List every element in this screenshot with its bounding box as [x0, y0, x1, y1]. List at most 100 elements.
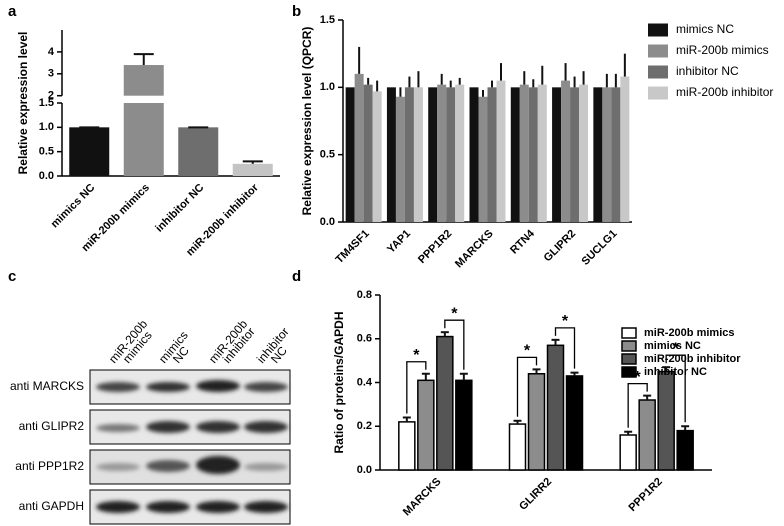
bar: [437, 84, 447, 222]
significance-label: *: [562, 313, 569, 330]
y-tick-label: 0.5: [320, 149, 335, 161]
y-axis-label: Ratio of proteins/GAPDH: [332, 311, 346, 453]
bar: [546, 344, 565, 471]
blot-row-label: anti PPP1R2: [15, 459, 84, 473]
x-tick-label: MARCKS: [401, 476, 444, 519]
y-tick-label: 1.0: [39, 121, 54, 133]
bar: [395, 96, 405, 222]
significance-bracket: [665, 354, 686, 423]
bar: [404, 87, 414, 222]
blot-row-label: anti MARCKS: [10, 379, 84, 393]
panel-label: b: [292, 3, 301, 20]
bar: [602, 87, 612, 222]
bar: [593, 87, 603, 222]
legend-label: miR-200b inhibitor: [676, 85, 773, 99]
legend-label: mimics NC: [644, 340, 701, 352]
bar: [565, 375, 584, 471]
significance-label: *: [451, 305, 458, 322]
legend-swatch: [648, 86, 668, 100]
y-tick-label: 0.5: [39, 146, 54, 158]
x-tick-label: PPP1R2: [627, 476, 665, 514]
legend-swatch: [648, 44, 668, 58]
bar: [417, 379, 435, 471]
significance-bracket: [406, 361, 427, 414]
bar: [386, 87, 396, 222]
x-tick-label: TM4SF1: [334, 228, 372, 266]
panel-label: d: [292, 268, 301, 285]
bar: [455, 379, 473, 471]
bar: [455, 84, 465, 222]
bar: [579, 84, 589, 222]
bar: [620, 76, 630, 222]
legend-label: miR-200b mimics: [676, 43, 769, 57]
blot-row-label: anti GLIPR2: [19, 419, 85, 433]
x-tick-label: PPP1R2: [416, 228, 454, 266]
bar: [413, 87, 423, 222]
y-tick-label: 0.0: [39, 170, 54, 182]
significance-bracket: [516, 356, 538, 417]
bar: [478, 96, 488, 222]
bar: [619, 434, 637, 471]
bar: [123, 65, 164, 176]
bar: [508, 423, 527, 471]
x-tick-label: GLIRR2: [517, 476, 554, 513]
bar: [537, 84, 547, 222]
x-tick-label: MARCKS: [453, 228, 496, 271]
x-tick-label: inhibitor NC: [153, 182, 206, 235]
y-tick-label: 1.5: [320, 14, 335, 26]
bar: [611, 87, 621, 222]
bar: [363, 84, 373, 222]
bands: [96, 380, 288, 513]
bar: [428, 87, 438, 222]
significance-bracket: [444, 319, 465, 370]
blot-row-label: anti GAPDH: [19, 499, 84, 513]
significance-label: *: [524, 343, 531, 360]
legend-swatch: [621, 366, 637, 378]
x-tick-label: SUCLG1: [579, 228, 619, 268]
bar: [561, 80, 571, 222]
bar: [510, 87, 520, 222]
significance-label: *: [673, 340, 680, 357]
y-tick-label: 4: [48, 46, 55, 58]
bar: [638, 399, 656, 471]
legend-swatch: [621, 340, 637, 352]
bar: [487, 87, 497, 222]
y-axis-label: Relative expression level: [16, 32, 30, 175]
x-tick-label: GLIPR2: [542, 228, 579, 265]
bar: [232, 163, 273, 176]
x-tick-label: mimics NC: [49, 182, 98, 231]
bar: [178, 127, 219, 176]
legend-swatch: [648, 23, 668, 37]
legend-label: miR-200b mimics: [644, 327, 734, 339]
y-tick-label: 3: [48, 68, 54, 80]
legend-swatch: [648, 65, 668, 79]
y-tick-label: 0.6: [357, 333, 372, 345]
legend-swatch: [621, 353, 637, 365]
y-tick-label: 0.2: [357, 420, 372, 432]
significance-label: *: [635, 369, 642, 386]
y-tick-label: 1.0: [320, 81, 335, 93]
y-axis-label: Relative expression level (QPCR): [300, 27, 314, 216]
significance-bracket: [554, 327, 576, 369]
bar: [69, 127, 110, 176]
legend-label: miR-200b inhibitor: [644, 353, 741, 365]
y-tick-label: 0.8: [357, 289, 372, 301]
y-tick-label: 0.0: [357, 464, 372, 476]
bar: [436, 335, 454, 471]
bar: [446, 87, 456, 222]
bar: [527, 373, 546, 471]
legend-label: inhibitor NC: [676, 64, 739, 78]
bar: [398, 421, 416, 471]
bar: [657, 370, 675, 471]
bar: [676, 429, 694, 471]
bar: [519, 84, 529, 222]
panel-label: a: [8, 3, 17, 20]
axis-break: [122, 95, 165, 103]
bar: [469, 87, 479, 222]
legend-swatch: [621, 327, 637, 339]
significance-bracket: [627, 382, 648, 428]
significance-label: *: [413, 347, 420, 364]
bar: [528, 87, 538, 222]
y-tick-label: 0.4: [357, 376, 373, 388]
y-tick-label: 2: [48, 90, 54, 102]
